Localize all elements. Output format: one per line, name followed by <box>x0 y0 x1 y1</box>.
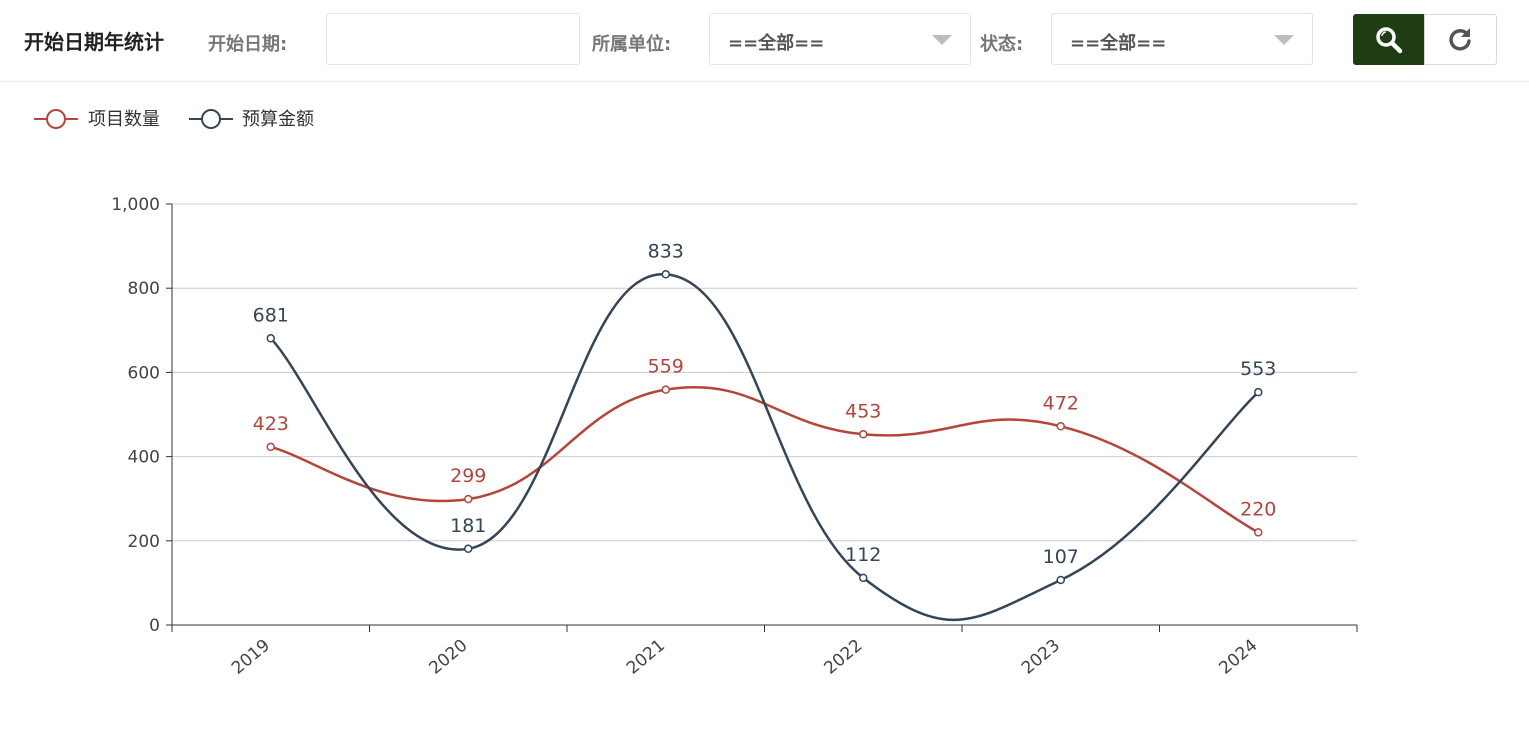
data-label: 472 <box>1043 392 1079 414</box>
data-label: 299 <box>450 465 486 487</box>
y-tick-label: 200 <box>128 532 160 552</box>
data-label: 181 <box>450 515 486 537</box>
data-point <box>464 544 473 554</box>
search-button[interactable] <box>1353 14 1425 65</box>
x-tick-label: 2020 <box>425 636 471 679</box>
data-point <box>1254 387 1263 397</box>
data-point <box>266 442 275 452</box>
x-tick-label: 2022 <box>820 636 866 679</box>
data-label: 559 <box>648 356 684 378</box>
y-tick-label: 600 <box>128 363 160 383</box>
data-label: 453 <box>845 400 881 422</box>
data-point <box>1056 422 1065 431</box>
data-label: 833 <box>648 240 684 262</box>
reset-button[interactable] <box>1424 14 1497 65</box>
data-point <box>1254 528 1263 537</box>
legend-label-series-1: 项目数量 <box>88 109 160 130</box>
data-point <box>859 430 868 439</box>
chart-data-labels: 423 299 559 453 472 220 681 181 833 112 107 553 <box>253 240 1277 568</box>
data-label: 107 <box>1043 546 1079 568</box>
caret-down-icon <box>932 35 952 45</box>
data-label: 112 <box>845 544 881 566</box>
y-tick-label: 800 <box>128 279 160 299</box>
status-label: 状态: <box>980 34 1024 55</box>
legend-item-series-2[interactable]: 预算金额 <box>189 109 314 130</box>
series-line-2 <box>269 273 1260 622</box>
refresh-icon <box>1448 27 1471 51</box>
chart-series <box>266 270 1263 622</box>
page-title: 开始日期年统计 <box>24 30 164 54</box>
data-point <box>661 270 670 279</box>
unit-select-value: ==全部== <box>728 33 825 54</box>
x-tick-label: 2019 <box>228 636 274 679</box>
chart-legend: 项目数量 预算金额 <box>34 109 314 130</box>
legend-label-series-2: 预算金额 <box>242 109 314 130</box>
data-label: 423 <box>253 413 289 435</box>
chart-grid <box>172 203 1357 542</box>
start-date-input[interactable] <box>326 13 580 65</box>
x-tick-label: 2021 <box>623 636 669 679</box>
unit-label: 所属单位: <box>592 34 672 55</box>
data-label: 553 <box>1240 358 1276 380</box>
data-point <box>661 385 670 394</box>
y-tick-label: 1,000 <box>111 195 160 215</box>
data-point <box>266 334 275 343</box>
data-point <box>859 573 868 583</box>
status-select[interactable]: ==全部== <box>1051 13 1313 65</box>
unit-select[interactable]: ==全部== <box>709 13 971 65</box>
filter-toolbar: 开始日期年统计 开始日期: 所属单位: ==全部== 状态: ==全部== <box>0 0 1529 82</box>
data-point <box>464 494 473 504</box>
chart-axes: 0 200 400 600 800 1,000 2019 2020 2021 2022 2023 20… <box>111 195 1358 679</box>
data-point <box>1056 575 1065 585</box>
data-label: 220 <box>1240 498 1276 520</box>
x-tick-label: 2023 <box>1018 636 1064 679</box>
series-line-1 <box>270 385 1259 534</box>
legend-item-series-1[interactable]: 项目数量 <box>34 109 160 130</box>
caret-down-icon <box>1274 35 1294 45</box>
y-tick-label: 400 <box>128 448 160 468</box>
status-select-value: ==全部== <box>1070 33 1167 54</box>
start-date-label: 开始日期: <box>208 34 288 55</box>
search-icon <box>1376 26 1403 53</box>
y-tick-label: 0 <box>149 616 160 636</box>
data-label: 681 <box>253 304 289 326</box>
line-chart: 项目数量 预算金额 0 200 400 600 800 1,000 2019 2020 2021… <box>34 109 1358 679</box>
x-tick-label: 2024 <box>1215 636 1261 679</box>
